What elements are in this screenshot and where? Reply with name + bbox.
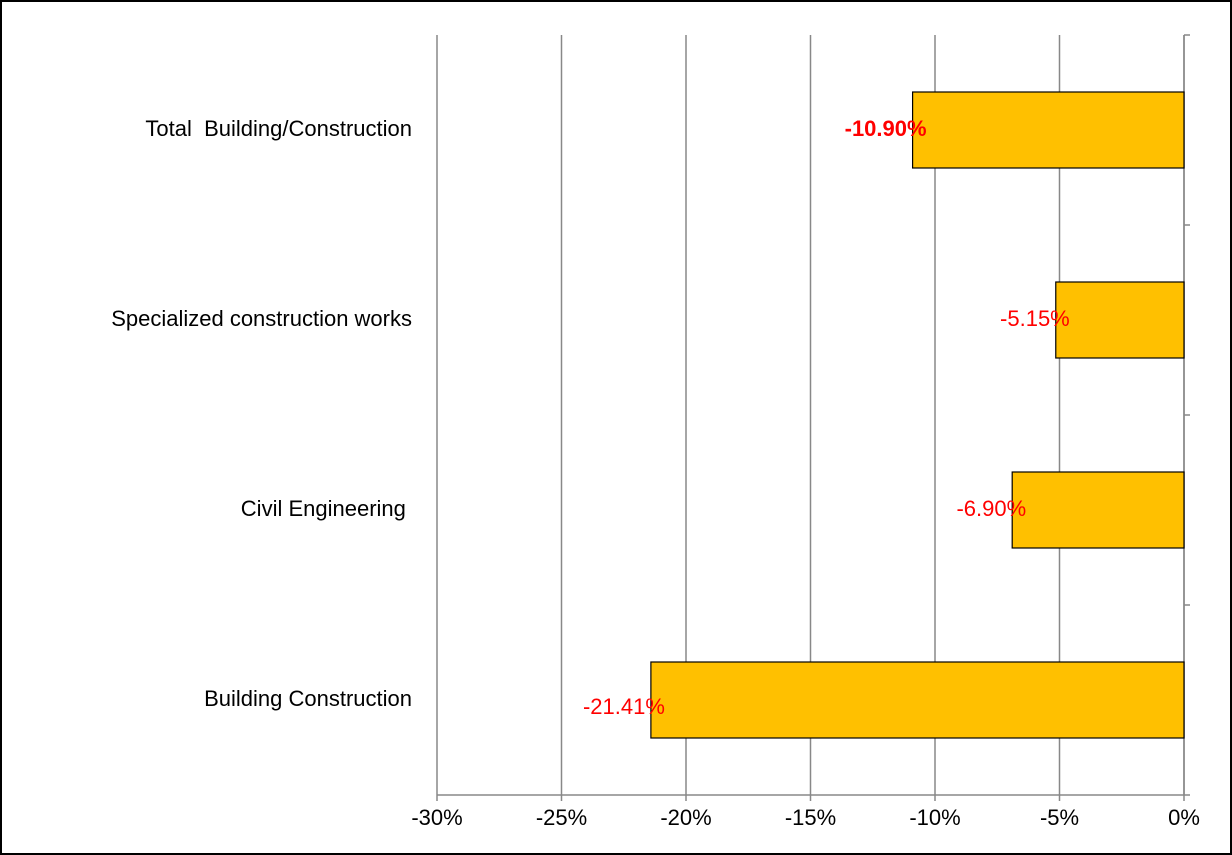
bar — [650, 661, 1185, 739]
value-label: -10.90% — [845, 116, 927, 141]
x-tick-label: -5% — [1040, 805, 1079, 830]
x-tick-label: -25% — [536, 805, 587, 830]
bar — [1055, 281, 1185, 359]
x-tick-label: -30% — [411, 805, 462, 830]
x-tick-label: -10% — [909, 805, 960, 830]
value-label: -21.41% — [583, 694, 665, 719]
y-tick-label: Total Building/Construction — [145, 116, 412, 141]
x-tick-label: -15% — [785, 805, 836, 830]
bar — [911, 91, 1185, 169]
y-tick-label: Specialized construction works — [111, 306, 412, 331]
value-label: -6.90% — [956, 496, 1026, 521]
y-tick-label: Building Construction — [204, 686, 412, 711]
bar — [1011, 471, 1185, 549]
x-tick-label: 0% — [1168, 805, 1200, 830]
x-tick-label: -20% — [660, 805, 711, 830]
value-label: -5.15% — [1000, 306, 1070, 331]
y-tick-label: Civil Engineering — [241, 496, 412, 521]
